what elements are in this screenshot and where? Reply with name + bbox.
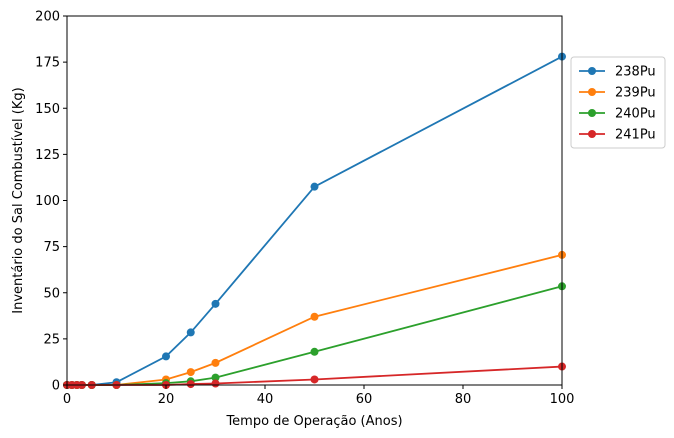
legend-box (570, 56, 666, 149)
x-tick-label: 20 (158, 392, 175, 407)
y-tick-label: 150 (35, 102, 60, 117)
series-240Pu (63, 282, 566, 389)
data-point (186, 328, 195, 337)
data-point (211, 299, 220, 308)
plot-frame (66, 15, 563, 386)
legend-marker (588, 130, 596, 138)
y-tick-label: 25 (43, 332, 60, 347)
data-point (310, 312, 319, 321)
legend-label: 238Pu (615, 65, 656, 80)
legend: 238Pu 239Pu 240Pu 241Pu (570, 56, 666, 149)
x-tick-label: 80 (455, 392, 472, 407)
x-tick-label: 60 (356, 392, 373, 407)
data-point (310, 182, 319, 191)
x-axis-label: Tempo de Operação (Anos) (225, 414, 402, 429)
y-axis-label: Inventário do Sal Combustível (Kg) (11, 87, 26, 313)
series-239Pu (63, 250, 566, 389)
x-axis: 0 20 40 60 80 100 (63, 385, 575, 407)
series-238Pu (63, 52, 566, 389)
x-tick-label: 40 (257, 392, 274, 407)
y-tick-label: 125 (35, 148, 60, 163)
data-point (162, 352, 170, 361)
y-tick-label: 175 (35, 56, 60, 71)
y-tick-label: 50 (43, 286, 60, 301)
y-axis: 0 25 50 75 100 125 150 175 200 (35, 10, 67, 394)
y-tick-label: 200 (35, 10, 60, 25)
x-tick-label: 0 (63, 392, 71, 407)
legend-label: 241Pu (615, 128, 656, 143)
data-point (186, 380, 195, 389)
series-line (67, 55, 563, 386)
legend-marker (588, 109, 596, 117)
y-tick-label: 0 (52, 379, 60, 394)
legend-marker (588, 88, 596, 96)
legend-label: 239Pu (615, 86, 656, 101)
series-layer (63, 52, 566, 389)
data-point (186, 368, 195, 377)
x-tick-label: 100 (550, 392, 575, 407)
legend-label: 240Pu (615, 107, 656, 122)
data-point (211, 373, 220, 382)
y-tick-label: 75 (43, 240, 60, 255)
y-tick-label: 100 (35, 194, 60, 209)
data-point (310, 347, 319, 356)
data-point (211, 358, 220, 367)
data-point (211, 379, 220, 388)
legend-marker (588, 67, 596, 75)
data-point (310, 375, 319, 384)
